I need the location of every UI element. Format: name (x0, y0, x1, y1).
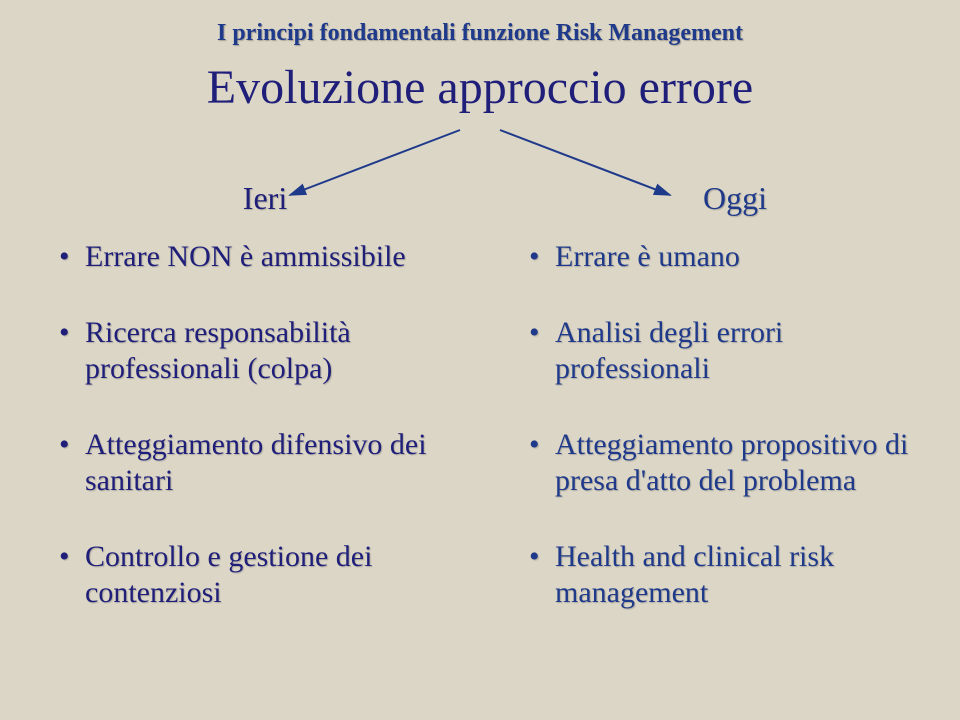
list-item: Health and clinical risk management (525, 539, 945, 611)
left-column: Ieri Errare NON è ammissibile Ricerca re… (55, 180, 475, 651)
right-column-label: Oggi (525, 180, 945, 217)
list-item: Analisi degli errori professionali (525, 315, 945, 387)
right-column: Oggi Errare è umano Analisi degli errori… (525, 180, 945, 651)
list-item: Errare è umano (525, 239, 945, 275)
list-item: Ricerca responsabilità professionali (co… (55, 315, 475, 387)
right-bullet-list: Errare è umano Analisi degli errori prof… (525, 239, 945, 611)
list-item: Atteggiamento propositivo di presa d'att… (525, 427, 945, 499)
list-item: Controllo e gestione dei contenziosi (55, 539, 475, 611)
left-column-label: Ieri (55, 180, 475, 217)
list-item: Atteggiamento difensivo dei sanitari (55, 427, 475, 499)
list-item: Errare NON è ammissibile (55, 239, 475, 275)
left-bullet-list: Errare NON è ammissibile Ricerca respons… (55, 239, 475, 611)
slide: I principi fondamentali funzione Risk Ma… (0, 0, 960, 720)
